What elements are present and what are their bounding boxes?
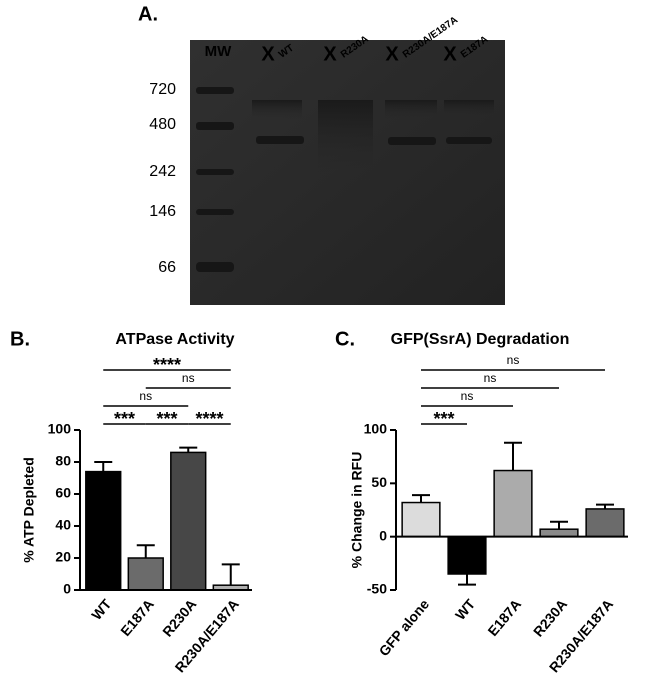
panel-label: B. <box>10 328 30 350</box>
y-tick-label: 100 <box>48 421 72 437</box>
significance-label: ns <box>461 389 474 403</box>
error-bar <box>504 441 522 471</box>
significance-label: ns <box>182 371 195 385</box>
lane-marker: X <box>443 43 457 65</box>
x-tick-label: R230A <box>530 596 570 640</box>
chart-title: ATPase Activity <box>115 331 234 348</box>
error-bar <box>596 503 614 509</box>
mw-marker-label: 720 <box>149 81 176 98</box>
mw-marker-label: 242 <box>149 163 176 180</box>
mw-marker-label: 480 <box>149 116 176 133</box>
mw-marker-label: 146 <box>149 203 176 220</box>
bar <box>493 469 533 538</box>
y-axis-label: % Change in RFU <box>349 452 365 569</box>
y-tick-label: 40 <box>55 517 71 533</box>
bar <box>85 470 122 591</box>
y-tick-label: 50 <box>371 474 387 490</box>
error-bar <box>458 574 476 586</box>
x-tick-label: E187A <box>117 596 157 639</box>
panel-label: A. <box>138 3 158 25</box>
error-bar <box>179 446 198 453</box>
panel-label: C. <box>335 328 355 350</box>
bar <box>401 501 441 538</box>
significance-label: ns <box>139 389 152 403</box>
lane-marker: X <box>385 43 399 65</box>
y-tick-label: -50 <box>367 581 387 597</box>
y-tick-label: 80 <box>55 453 71 469</box>
error-bar <box>221 563 240 586</box>
significance-label: *** <box>114 409 135 429</box>
significance-label: **** <box>153 355 181 375</box>
bar <box>585 508 625 538</box>
gel-bands <box>196 87 494 272</box>
mw-marker-label: 66 <box>158 259 176 276</box>
bar <box>539 528 579 538</box>
significance-label: ns <box>484 371 497 385</box>
y-axis-label: % ATP Depleted <box>21 457 37 563</box>
error-bar <box>550 520 568 530</box>
error-bar <box>412 494 430 503</box>
significance-label: **** <box>195 409 223 429</box>
y-tick-label: 100 <box>364 421 388 437</box>
x-tick-label: R230A <box>159 596 199 640</box>
y-tick-label: 0 <box>63 581 71 597</box>
y-tick-label: 60 <box>55 485 71 501</box>
bar <box>127 557 164 591</box>
bar <box>170 451 207 591</box>
significance-label: *** <box>433 409 454 429</box>
x-tick-label: WT <box>88 596 115 623</box>
x-tick-label: E187A <box>484 596 524 639</box>
chart-title: GFP(SsrA) Degradation <box>391 331 570 348</box>
gel-image <box>190 40 505 305</box>
significance-label: *** <box>156 409 177 429</box>
x-tick-label: WT <box>452 596 479 623</box>
x-tick-label: GFP alone <box>376 596 433 659</box>
error-bar <box>136 544 155 558</box>
lane-marker: X <box>261 43 275 65</box>
error-bar <box>94 461 113 472</box>
bar <box>447 535 487 575</box>
lane-marker: X <box>323 43 337 65</box>
mw-label: MW <box>205 43 232 60</box>
significance-label: ns <box>507 353 520 367</box>
y-tick-label: 20 <box>55 549 71 565</box>
y-tick-label: 0 <box>379 527 387 543</box>
